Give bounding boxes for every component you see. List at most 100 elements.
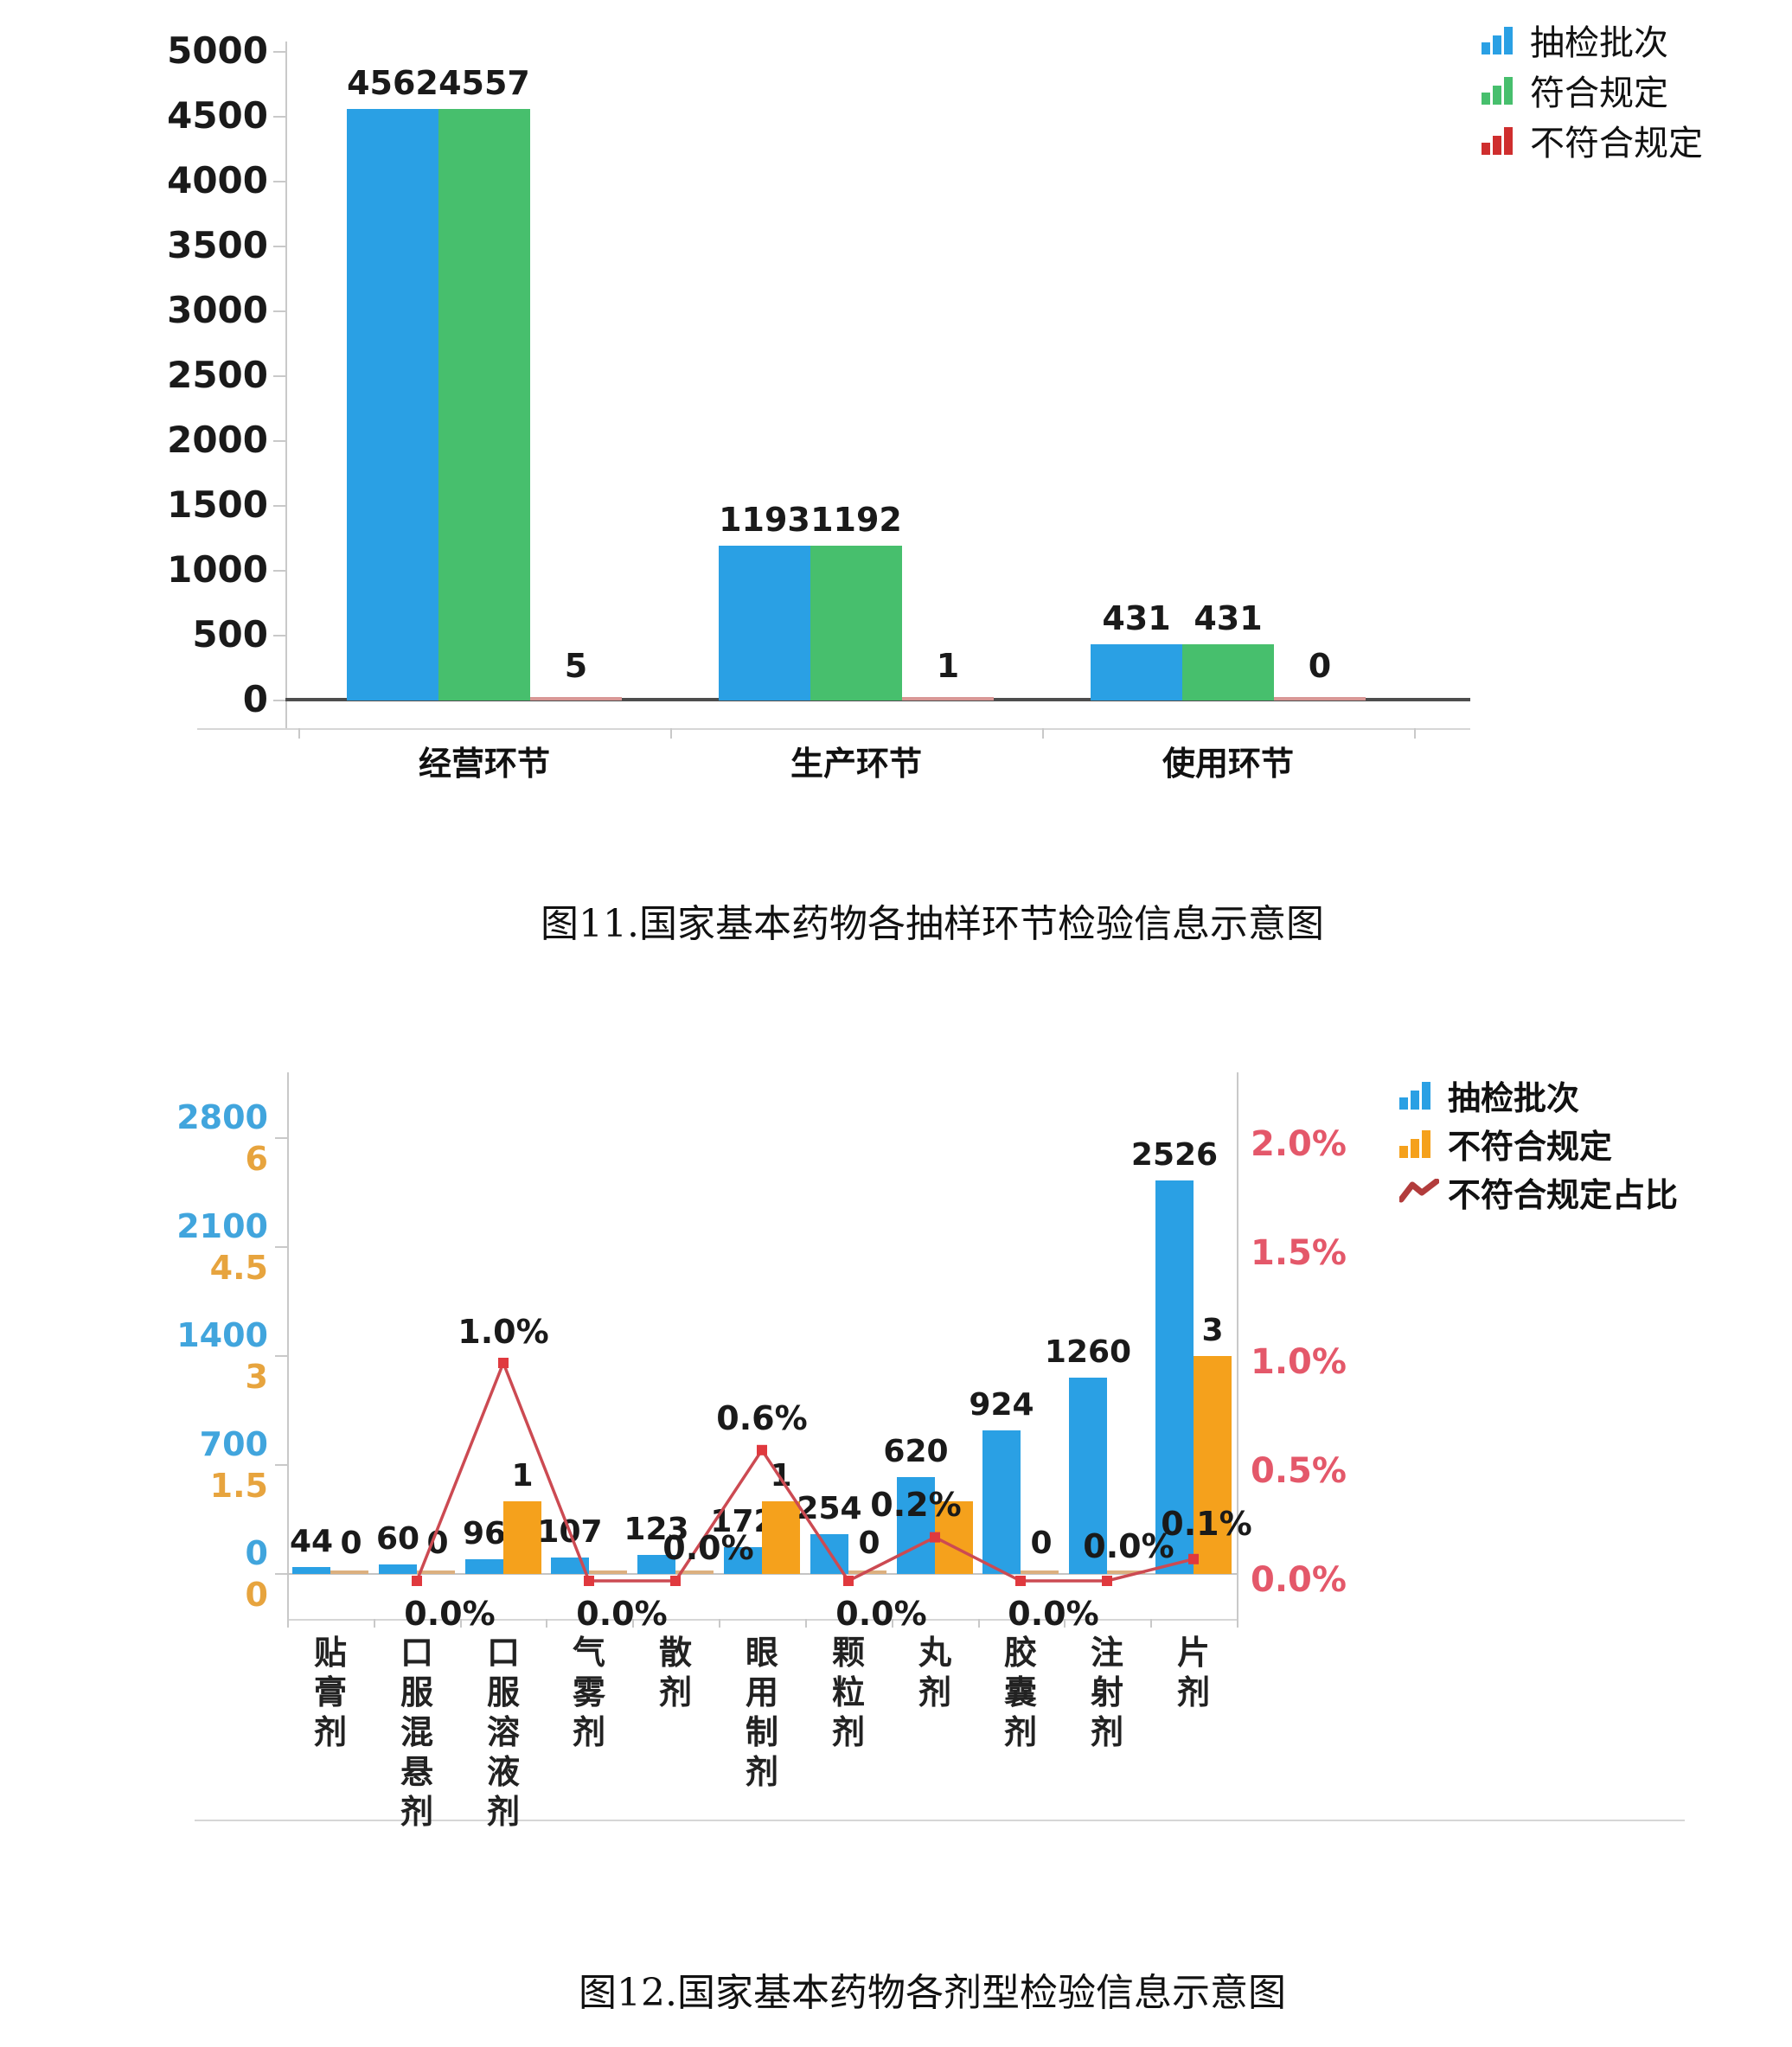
percent-value-label: 0.0% — [404, 1595, 496, 1633]
x-axis-tick-mark — [460, 1619, 462, 1628]
x-category-label: 颗 粒 剂 — [831, 1633, 865, 1751]
x-axis-tick-mark — [1237, 1619, 1238, 1628]
sampled-bar — [897, 1477, 935, 1574]
bar-unqualified — [1274, 697, 1366, 700]
sampled-bar — [379, 1564, 417, 1574]
unqualified-zero-strip — [675, 1570, 714, 1574]
left-axis-tick-mark — [275, 1137, 287, 1139]
y-axis-tick-mark — [273, 246, 285, 247]
percent-line-marker — [1188, 1553, 1199, 1564]
y-axis-tick-mark — [273, 505, 285, 507]
unqualified-bar — [1194, 1356, 1232, 1574]
x-axis-tick-mark — [298, 728, 300, 739]
sampled-value-label: 60 — [375, 1521, 420, 1557]
percent-value-label: 0.1% — [1161, 1504, 1252, 1543]
unqualified-zero-strip — [1107, 1570, 1145, 1574]
qualified-legend-icon-bars — [1482, 75, 1521, 105]
figure11-caption: 图11.国家基本药物各抽样环节检验信息示意图 — [541, 902, 1324, 946]
left-axis-orange-tick-label: 6 — [245, 1140, 268, 1178]
sampled-legend-icon — [1399, 1080, 1439, 1110]
left-axis-blue-tick-label: 0 — [245, 1534, 268, 1572]
legend-label: 不符合规定 — [1448, 1126, 1613, 1166]
x-category-label: 口 服 混 悬 剂 — [400, 1633, 433, 1831]
bar-qualified — [438, 109, 532, 700]
figure11-bar-chart: 0 500 1000 1500 2000 2500 3000 3500 4000 4500 5000… — [0, 0, 1792, 865]
legend-label: 抽检批次 — [1448, 1078, 1580, 1117]
x-category-label: 使用环节 — [1162, 744, 1294, 783]
unqualified-legend-icon-bars — [1399, 1129, 1439, 1158]
zigzag-line — [1399, 1179, 1439, 1203]
left-axis-blue-tick-label: 700 — [199, 1425, 268, 1463]
value-label: 431 — [1102, 599, 1171, 637]
y-axis-tick-mark — [273, 700, 285, 701]
qualified-legend-icon — [1482, 75, 1521, 105]
legend-label: 符合规定 — [1530, 74, 1668, 113]
percent-value-label: 1.0% — [458, 1313, 549, 1351]
y-axis-tick-mark — [273, 440, 285, 442]
percent-value-label: 0.6% — [716, 1398, 808, 1437]
y-axis-tick-mark — [273, 181, 285, 182]
right-axis-line — [1237, 1072, 1238, 1619]
sampled-bar — [1155, 1180, 1194, 1574]
y-axis-tick-label: 0 — [242, 678, 268, 720]
sampled-value-label: 123 — [624, 1512, 689, 1547]
sampled-legend-icon-bars — [1482, 25, 1521, 54]
y-axis-tick-label: 1000 — [167, 548, 268, 591]
unqualified-value-label: 0 — [340, 1526, 362, 1561]
bar-qualified — [810, 546, 904, 700]
x-axis-tick-mark — [1064, 1619, 1066, 1628]
y-axis-tick-label: 3500 — [167, 224, 268, 266]
y-axis-tick-mark — [273, 635, 285, 636]
sampled-bar — [292, 1567, 330, 1574]
y-axis-tick-label: 2500 — [167, 354, 268, 396]
left-axis-line — [287, 1072, 289, 1619]
y-axis-tick-label: 1500 — [167, 483, 268, 526]
y-axis-tick-label: 3000 — [167, 289, 268, 331]
x-axis-tick-mark — [805, 1619, 807, 1628]
percent-line-marker — [412, 1576, 422, 1586]
x-category-label: 散 剂 — [658, 1633, 692, 1711]
percent-line-marker — [584, 1576, 594, 1586]
figure12-caption: 图12.国家基本药物各剂型检验信息示意图 — [579, 1971, 1286, 2015]
unqualified-zero-strip — [589, 1570, 627, 1574]
bar-sampled — [347, 109, 440, 700]
zero-baseline — [287, 1573, 1237, 1575]
left-axis-blue-tick-label: 2100 — [176, 1207, 268, 1245]
right-axis-tick-label: 0.0% — [1251, 1560, 1347, 1600]
x-axis-tick-mark — [1042, 728, 1044, 739]
sampled-bar — [982, 1430, 1021, 1574]
x-axis-tick-mark — [287, 1619, 289, 1628]
percent-line-marker — [757, 1444, 767, 1455]
y-axis-tick-mark — [273, 570, 285, 572]
percent-legend-zigzag-icon — [1399, 1179, 1439, 1203]
x-axis-tick-mark — [978, 1619, 980, 1628]
legend-item: 不符合规定占比 — [1399, 1174, 1678, 1214]
left-axis-orange-tick-label: 1.5 — [209, 1467, 268, 1505]
right-axis-tick-label: 2.0% — [1251, 1124, 1347, 1164]
bar-qualified — [1182, 644, 1276, 700]
sampled-value-label: 44 — [289, 1524, 334, 1559]
x-axis-tick-mark — [374, 1619, 375, 1628]
y-axis-tick-mark — [273, 116, 285, 118]
percent-value-label: 0.2% — [870, 1485, 962, 1524]
right-axis-tick-label: 0.5% — [1251, 1451, 1347, 1491]
percent-line-marker — [670, 1576, 681, 1586]
x-category-label: 口 服 溶 液 剂 — [486, 1633, 520, 1831]
value-label: 1 — [936, 647, 960, 685]
x-category-label: 注 射 剂 — [1090, 1633, 1123, 1751]
y-axis-tick-mark — [273, 375, 285, 377]
x-category-label: 片 剂 — [1176, 1633, 1210, 1711]
unqualified-bar — [503, 1501, 541, 1574]
unqualified-value-label: 0 — [858, 1526, 880, 1561]
x-axis-tick-mark — [1150, 1619, 1152, 1628]
percent-value-label: 0.0% — [576, 1595, 668, 1633]
unqualified-legend-icon — [1482, 125, 1521, 155]
x-axis-tick-mark — [1414, 728, 1416, 739]
left-axis-tick-mark — [275, 1464, 287, 1466]
right-axis-tick-label: 1.5% — [1251, 1233, 1347, 1273]
y-axis-tick-label: 5000 — [167, 29, 268, 72]
right-axis-tick-label: 1.0% — [1251, 1342, 1347, 1382]
x-axis-tick-mark — [892, 1619, 893, 1628]
y-axis-tick-label: 500 — [192, 613, 268, 656]
percent-line — [415, 1359, 1194, 1583]
